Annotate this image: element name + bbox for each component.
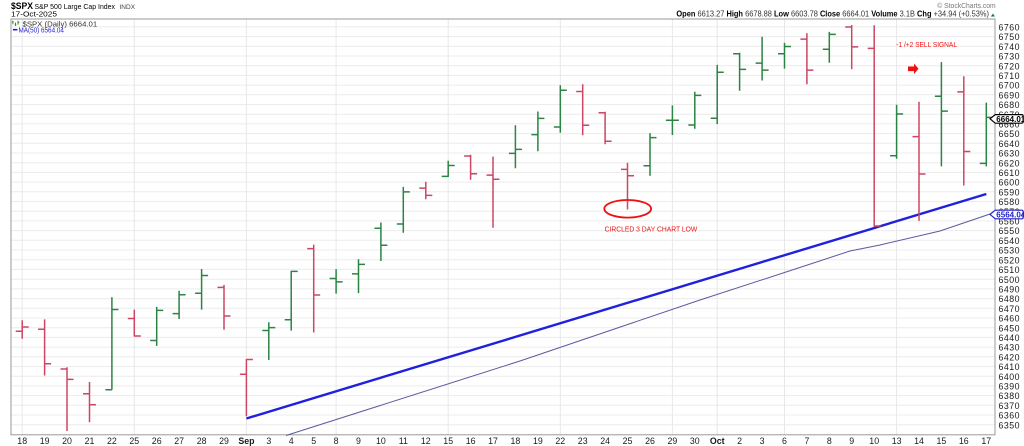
svg-text:6530: 6530 [999, 246, 1021, 256]
svg-text:9: 9 [849, 436, 854, 446]
svg-text:6640: 6640 [999, 139, 1021, 149]
svg-text:17-Oct-2025: 17-Oct-2025 [11, 10, 57, 19]
svg-text:6720: 6720 [999, 61, 1021, 71]
svg-text:2: 2 [737, 436, 742, 446]
svg-text:6: 6 [782, 436, 787, 446]
svg-text:10: 10 [376, 436, 386, 446]
svg-text:16: 16 [959, 436, 969, 446]
svg-text:© StockCharts.com: © StockCharts.com [937, 1, 995, 10]
svg-text:6440: 6440 [999, 333, 1021, 343]
svg-text:6650: 6650 [999, 129, 1021, 139]
svg-text:6680: 6680 [999, 100, 1021, 110]
svg-text:25: 25 [129, 436, 139, 446]
svg-text:25: 25 [623, 436, 633, 446]
svg-text:6500: 6500 [999, 275, 1021, 285]
svg-text:6490: 6490 [999, 285, 1021, 295]
svg-text:6664.01: 6664.01 [996, 115, 1024, 124]
svg-text:6750: 6750 [999, 32, 1021, 42]
svg-text:22: 22 [107, 436, 117, 446]
svg-text:6410: 6410 [999, 362, 1021, 372]
svg-text:10: 10 [869, 436, 879, 446]
svg-text:S&P 500 Large Cap Index: S&P 500 Large Cap Index [35, 2, 116, 11]
svg-text:19: 19 [533, 436, 543, 446]
svg-text:21: 21 [85, 436, 95, 446]
svg-text:18: 18 [17, 436, 27, 446]
svg-text:3: 3 [760, 436, 765, 446]
svg-text:INDX: INDX [120, 4, 136, 11]
svg-text:6460: 6460 [999, 314, 1021, 324]
svg-text:6360: 6360 [999, 411, 1021, 421]
svg-text:6710: 6710 [999, 71, 1021, 81]
svg-text:16: 16 [466, 436, 476, 446]
svg-text:6370: 6370 [999, 401, 1021, 411]
svg-text:6620: 6620 [999, 158, 1021, 168]
svg-text:6630: 6630 [999, 149, 1021, 159]
svg-text:6700: 6700 [999, 81, 1021, 91]
svg-text:4: 4 [289, 436, 294, 446]
svg-text:6760: 6760 [999, 23, 1021, 33]
svg-text:6730: 6730 [999, 52, 1021, 62]
svg-text:6450: 6450 [999, 323, 1021, 333]
svg-text:CIRCLED 3 DAY CHART LOW: CIRCLED 3 DAY CHART LOW [605, 227, 698, 234]
svg-text:23: 23 [578, 436, 588, 446]
svg-text:6560: 6560 [999, 217, 1021, 227]
svg-text:6420: 6420 [999, 352, 1021, 362]
svg-text:8: 8 [827, 436, 832, 446]
svg-text:26: 26 [152, 436, 162, 446]
svg-text:6600: 6600 [999, 178, 1021, 188]
svg-text:27: 27 [174, 436, 184, 446]
svg-text:29: 29 [219, 436, 229, 446]
svg-text:6400: 6400 [999, 372, 1021, 382]
svg-text:5: 5 [311, 436, 316, 446]
svg-text:6380: 6380 [999, 391, 1021, 401]
svg-text:19: 19 [40, 436, 50, 446]
svg-text:6660: 6660 [999, 120, 1021, 130]
svg-text:MA(50) 6564.04: MA(50) 6564.04 [19, 28, 64, 35]
svg-text:30: 30 [690, 436, 700, 446]
svg-text:26: 26 [645, 436, 655, 446]
svg-text:3: 3 [266, 436, 271, 446]
svg-text:28: 28 [197, 436, 207, 446]
svg-text:Sep: Sep [238, 436, 255, 446]
svg-text:17: 17 [981, 436, 991, 446]
svg-text:29: 29 [668, 436, 678, 446]
svg-text:6390: 6390 [999, 382, 1021, 392]
svg-text:6550: 6550 [999, 226, 1021, 236]
svg-text:6690: 6690 [999, 90, 1021, 100]
svg-text:6510: 6510 [999, 265, 1021, 275]
svg-text:7: 7 [804, 436, 809, 446]
svg-text:24: 24 [600, 436, 610, 446]
svg-text:6610: 6610 [999, 168, 1021, 178]
svg-text:15: 15 [443, 436, 453, 446]
svg-text:18: 18 [511, 436, 521, 446]
svg-text:Oct: Oct [710, 436, 725, 446]
svg-text:12: 12 [421, 436, 431, 446]
svg-text:8: 8 [334, 436, 339, 446]
svg-text:$SPX: $SPX [11, 1, 33, 11]
svg-text:6430: 6430 [999, 343, 1021, 353]
svg-text:6480: 6480 [999, 294, 1021, 304]
svg-text:6520: 6520 [999, 255, 1021, 265]
svg-text:13: 13 [892, 436, 902, 446]
svg-text:6350: 6350 [999, 420, 1021, 430]
svg-text:6540: 6540 [999, 236, 1021, 246]
svg-text:6580: 6580 [999, 197, 1021, 207]
svg-text:14: 14 [914, 436, 924, 446]
svg-text:11: 11 [399, 436, 408, 446]
svg-text:6564.04: 6564.04 [996, 210, 1024, 219]
svg-text:22: 22 [555, 436, 565, 446]
svg-text:$SPX (Daily) 6664.01: $SPX (Daily) 6664.01 [23, 19, 98, 28]
svg-text:6740: 6740 [999, 42, 1021, 52]
svg-text:-1 /+2 SELL SIGNAL: -1 /+2 SELL SIGNAL [896, 42, 957, 49]
svg-text:6470: 6470 [999, 304, 1021, 314]
svg-text:17: 17 [488, 436, 498, 446]
svg-text:20: 20 [62, 436, 72, 446]
svg-text:Open 6613.27 High 6678.88 Low: Open 6613.27 High 6678.88 Low 6603.78 Cl… [676, 10, 989, 19]
svg-text:6590: 6590 [999, 187, 1021, 197]
svg-text:9: 9 [356, 436, 361, 446]
svg-text:15: 15 [937, 436, 947, 446]
